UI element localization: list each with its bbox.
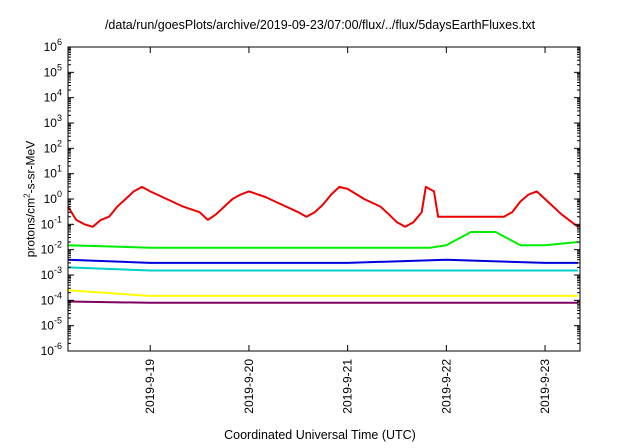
x-tick-label: 2019-9-20 [242,359,256,414]
series-line-2 [67,258,578,264]
y-tick-label: 105 [44,62,62,79]
y-tick-label: 10-3 [41,265,62,282]
x-axis: 2019-9-19 2019-9-20 2019-9-21 2019-9-22 2019… [143,47,552,414]
y-tick-label: 106 [44,37,62,54]
y-tick-label: 10-6 [41,341,62,358]
y-tick-label: 10-2 [41,240,62,257]
y-tick-label: 10-1 [41,214,62,231]
y-tick-label: 101 [44,164,62,181]
x-tick-label: 2019-9-21 [341,359,355,414]
y-axis: 10-6 10-5 10-4 10-3 10-2 10-1 100 101 102 103 104 1… [41,37,580,358]
y-tick-label: 100 [44,189,62,206]
series-line-5 [67,300,578,304]
series-line-3 [67,266,578,272]
series-line-1 [67,231,578,249]
x-axis-label: Coordinated Universal Time (UTC) [224,428,416,442]
y-axis-label: protons/cm2-s-sr-MeV [22,140,38,258]
chart-title: /data/run/goesPlots/archive/2019-09-23/0… [104,18,536,32]
y-tick-label: 10-5 [41,316,62,333]
x-tick-label: 2019-9-19 [143,359,157,414]
series-line-0 [67,185,579,228]
x-tick-label: 2019-9-22 [439,359,453,414]
x-tick-label: 2019-9-23 [538,359,552,414]
y-tick-label: 102 [44,138,62,155]
series-layer [67,185,579,304]
plot-frame [67,46,581,352]
y-tick-label: 104 [44,88,62,105]
y-tick-label: 10-4 [41,290,62,307]
series-line-4 [67,289,578,297]
y-tick-label: 103 [44,113,62,130]
